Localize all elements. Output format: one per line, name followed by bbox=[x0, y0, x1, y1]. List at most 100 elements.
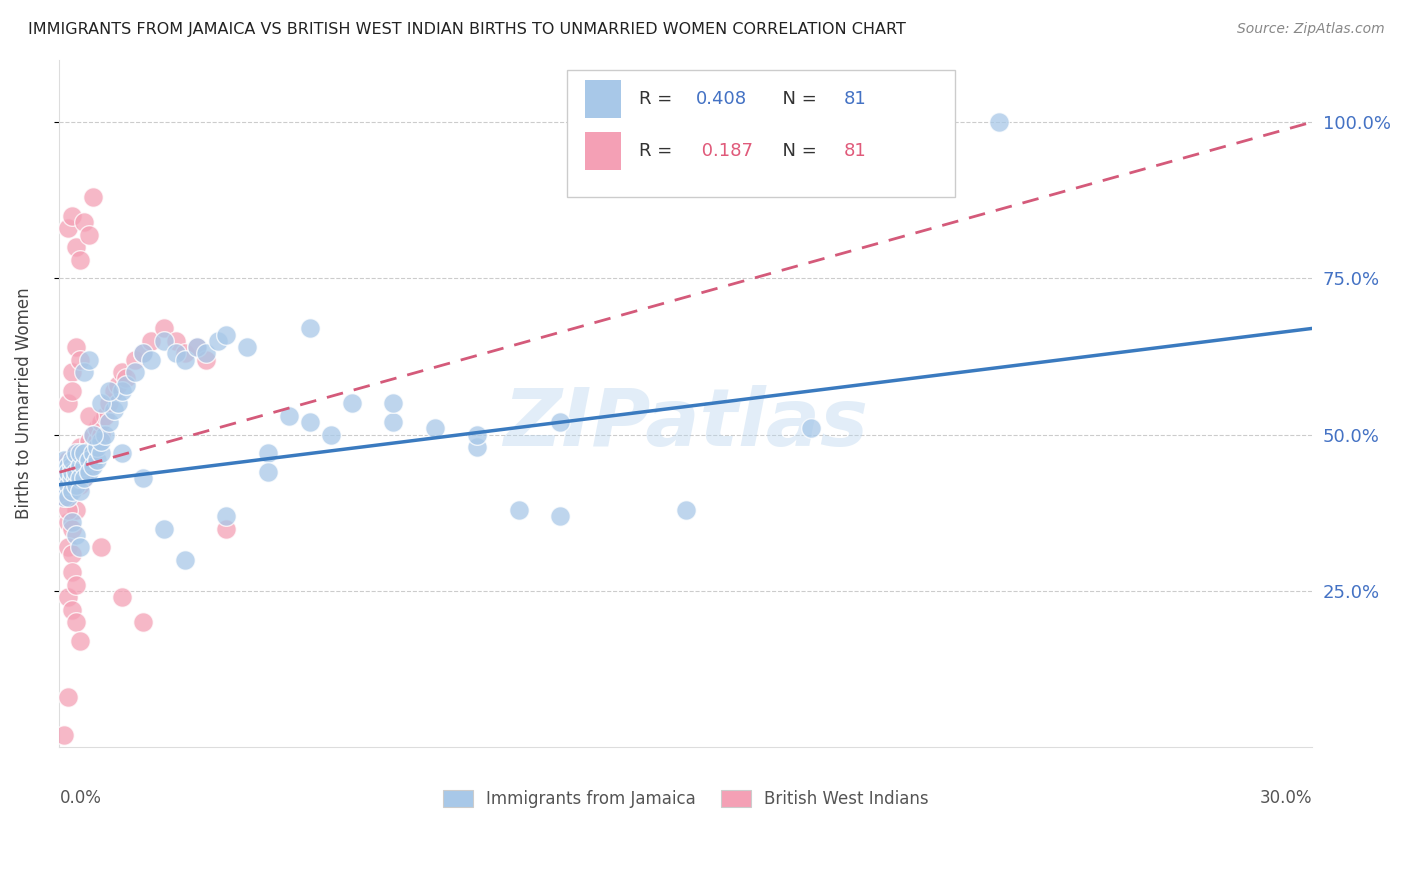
Point bbox=[52, 728, 75, 742]
Point bbox=[56, 465, 79, 479]
Point bbox=[69, 465, 91, 479]
Point bbox=[52, 452, 75, 467]
Point bbox=[103, 402, 125, 417]
Point bbox=[90, 427, 112, 442]
Point bbox=[423, 421, 446, 435]
Text: Source: ZipAtlas.com: Source: ZipAtlas.com bbox=[1237, 22, 1385, 37]
Point bbox=[65, 578, 87, 592]
Point bbox=[90, 415, 112, 429]
Point bbox=[56, 471, 79, 485]
Point bbox=[69, 440, 91, 454]
Point bbox=[73, 365, 96, 379]
Point bbox=[90, 396, 112, 410]
Point bbox=[65, 446, 87, 460]
Point bbox=[98, 396, 121, 410]
Point bbox=[111, 446, 134, 460]
Point bbox=[56, 471, 79, 485]
Point bbox=[86, 440, 108, 454]
Point bbox=[52, 490, 75, 504]
Text: ZIPatlas: ZIPatlas bbox=[503, 385, 868, 463]
Point bbox=[382, 415, 405, 429]
Point bbox=[298, 415, 321, 429]
Point bbox=[173, 346, 195, 360]
Point bbox=[115, 377, 138, 392]
Point bbox=[236, 340, 259, 354]
Point bbox=[111, 591, 134, 605]
Point bbox=[82, 427, 104, 442]
Point bbox=[111, 365, 134, 379]
Point bbox=[56, 515, 79, 529]
Point bbox=[132, 346, 155, 360]
Point bbox=[340, 396, 363, 410]
Point bbox=[77, 434, 100, 448]
Point bbox=[77, 458, 100, 473]
Point bbox=[65, 465, 87, 479]
Point bbox=[186, 340, 208, 354]
Point bbox=[77, 452, 100, 467]
Point bbox=[52, 490, 75, 504]
Point bbox=[69, 458, 91, 473]
Point bbox=[56, 591, 79, 605]
Point bbox=[65, 471, 87, 485]
Point bbox=[278, 409, 301, 423]
Point bbox=[82, 446, 104, 460]
Point bbox=[73, 446, 96, 460]
Point bbox=[52, 477, 75, 491]
Point bbox=[69, 483, 91, 498]
Point bbox=[65, 528, 87, 542]
Point bbox=[98, 384, 121, 398]
Point bbox=[60, 458, 83, 473]
Point bbox=[56, 477, 79, 491]
Point bbox=[56, 452, 79, 467]
Point bbox=[65, 340, 87, 354]
Point bbox=[73, 452, 96, 467]
Point bbox=[65, 471, 87, 485]
Point bbox=[141, 352, 163, 367]
Point bbox=[56, 690, 79, 705]
Point bbox=[382, 396, 405, 410]
Point bbox=[152, 321, 174, 335]
Point bbox=[69, 446, 91, 460]
Point bbox=[65, 615, 87, 630]
Point bbox=[550, 415, 572, 429]
Point bbox=[77, 446, 100, 460]
Point bbox=[675, 502, 697, 516]
Point bbox=[60, 547, 83, 561]
Text: R =: R = bbox=[640, 142, 678, 160]
Point bbox=[132, 471, 155, 485]
Point bbox=[132, 615, 155, 630]
Text: 81: 81 bbox=[844, 90, 866, 108]
Point bbox=[65, 458, 87, 473]
Text: N =: N = bbox=[770, 90, 823, 108]
Point bbox=[56, 396, 79, 410]
Point bbox=[465, 427, 488, 442]
Point bbox=[65, 240, 87, 254]
Point bbox=[77, 465, 100, 479]
Point bbox=[107, 396, 129, 410]
Point bbox=[86, 452, 108, 467]
Point bbox=[82, 452, 104, 467]
Point bbox=[69, 634, 91, 648]
Point bbox=[103, 384, 125, 398]
Point bbox=[77, 409, 100, 423]
Point bbox=[111, 384, 134, 398]
Point bbox=[65, 446, 87, 460]
Point bbox=[56, 502, 79, 516]
Point bbox=[73, 215, 96, 229]
Text: 30.0%: 30.0% bbox=[1260, 789, 1312, 806]
Point bbox=[152, 334, 174, 348]
Point bbox=[60, 477, 83, 491]
Point bbox=[186, 340, 208, 354]
Point bbox=[56, 221, 79, 235]
Point bbox=[90, 446, 112, 460]
Point bbox=[298, 321, 321, 335]
Point bbox=[52, 465, 75, 479]
Point bbox=[82, 190, 104, 204]
Text: R =: R = bbox=[640, 90, 678, 108]
Point bbox=[550, 508, 572, 523]
Point bbox=[60, 483, 83, 498]
Point bbox=[94, 409, 117, 423]
Point bbox=[56, 465, 79, 479]
Point bbox=[987, 115, 1010, 129]
Point bbox=[60, 603, 83, 617]
